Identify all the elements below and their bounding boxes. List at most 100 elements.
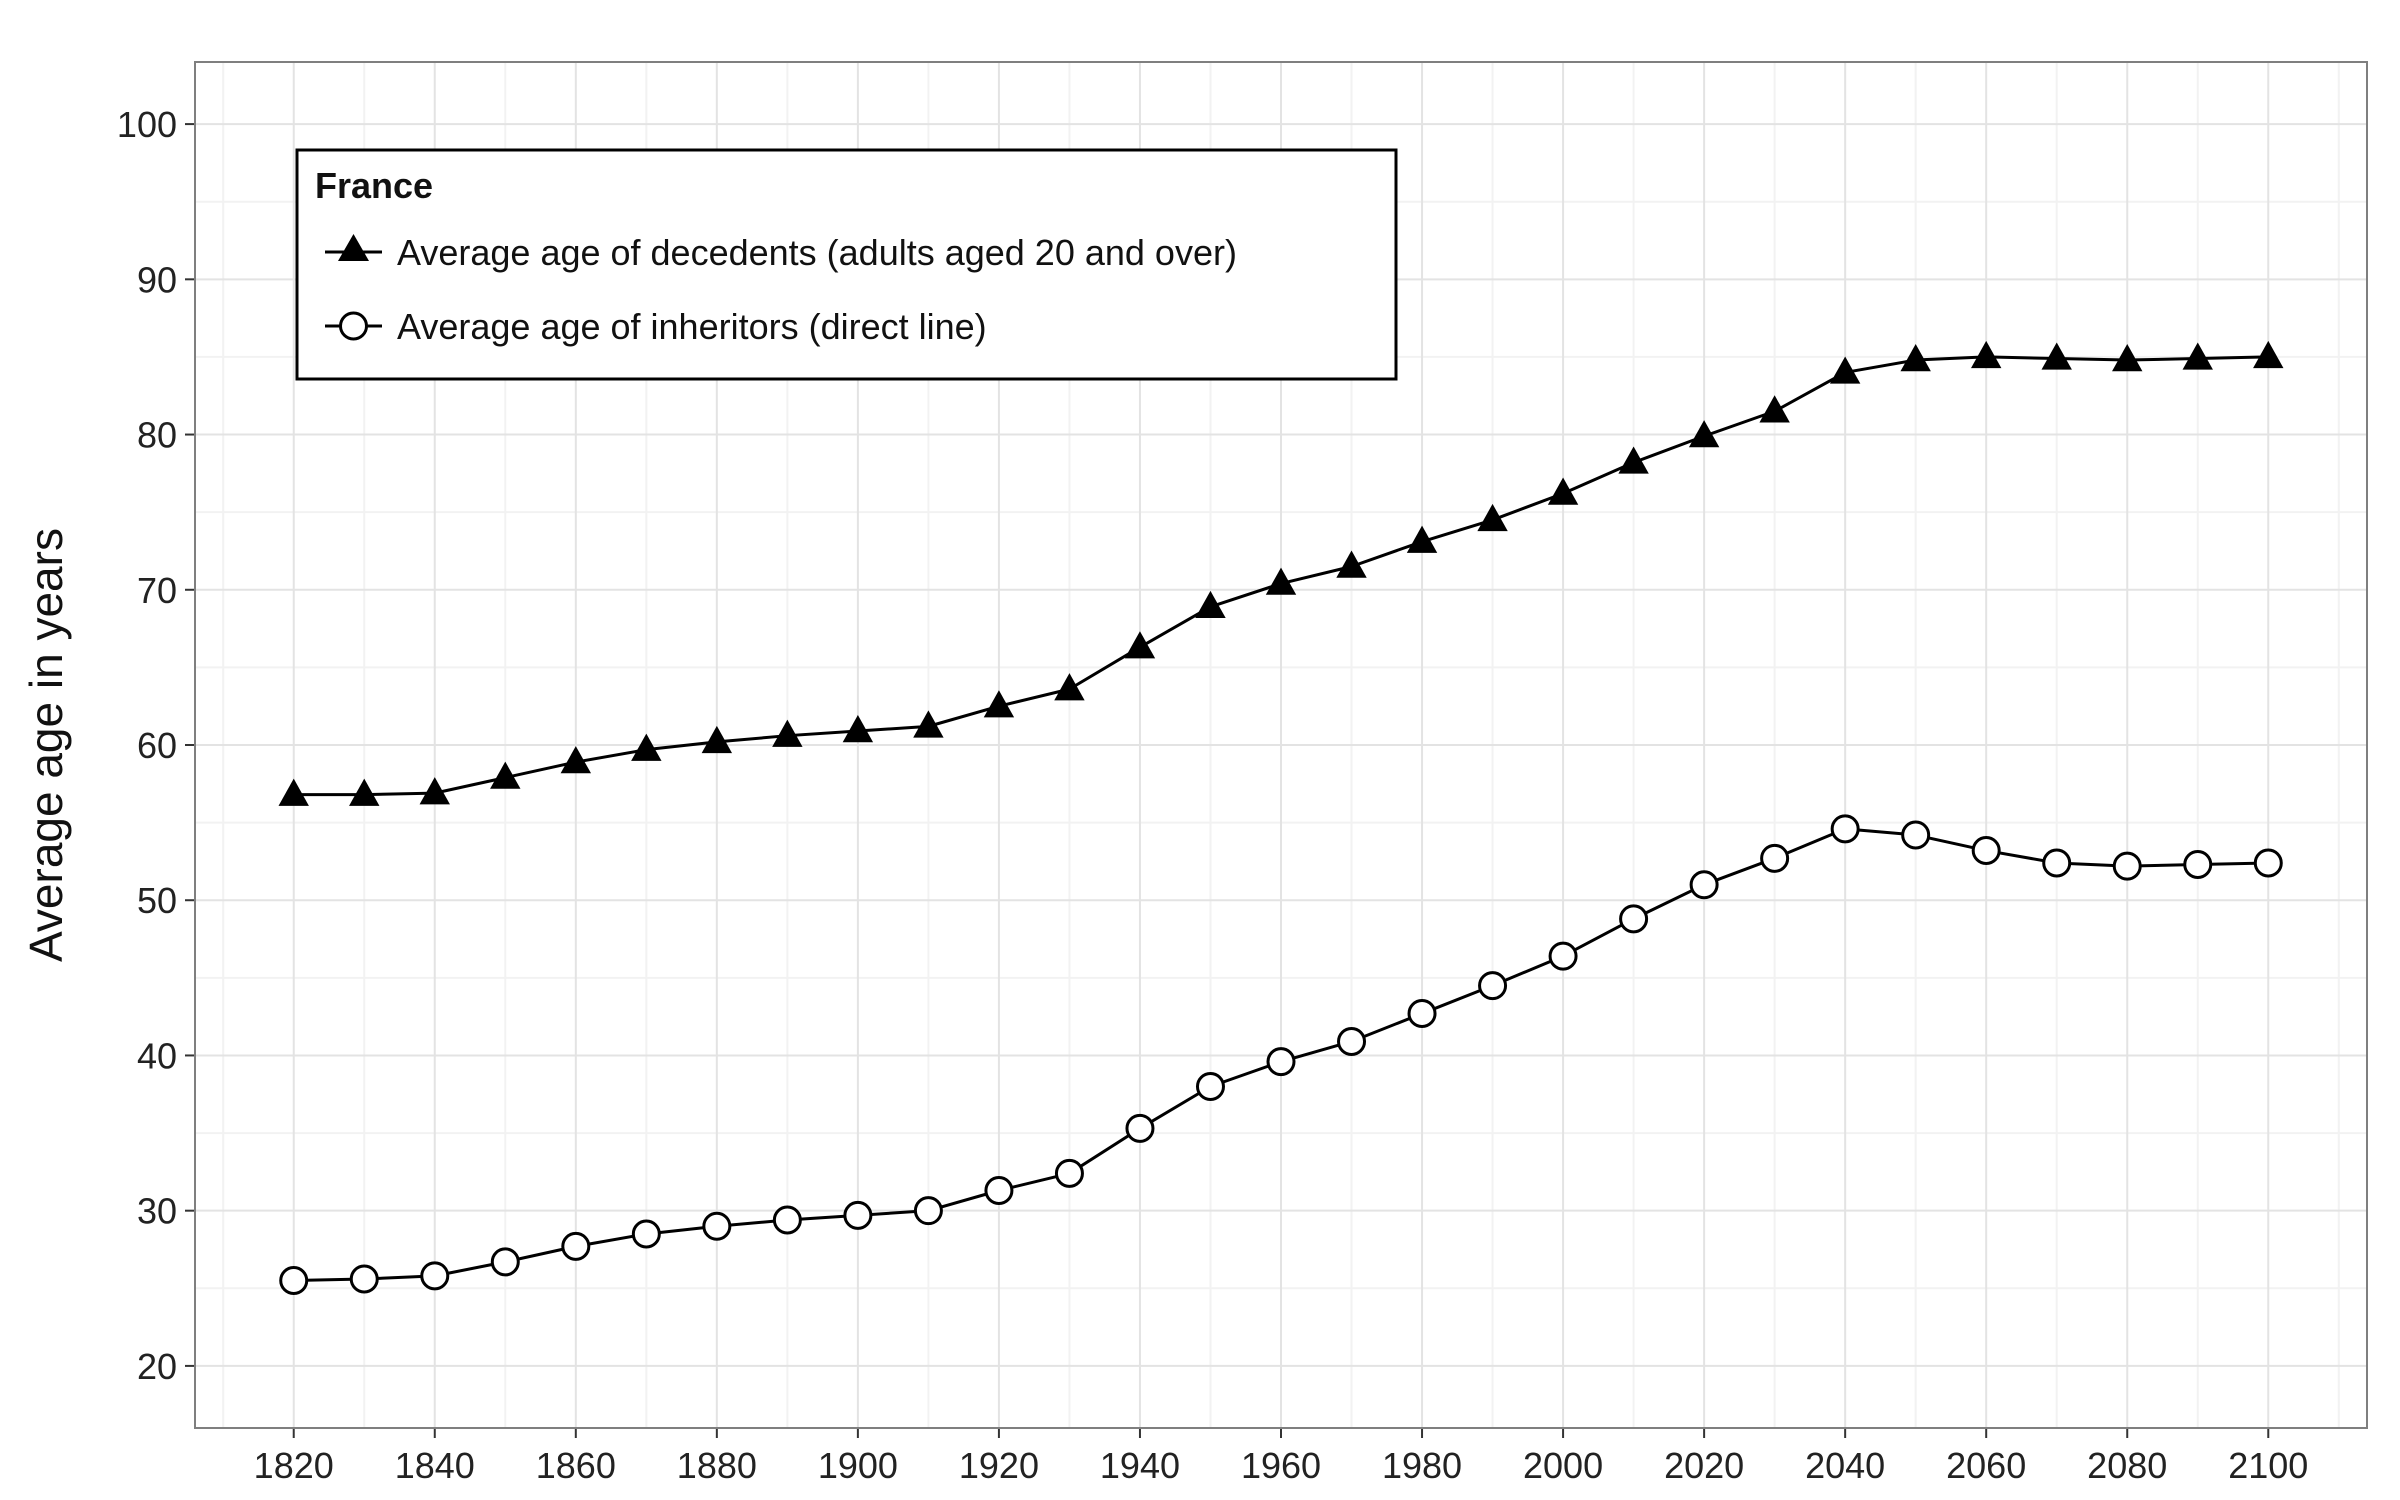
y-tick-label: 40: [137, 1035, 177, 1076]
data-point-circle: [1054, 1158, 1084, 1188]
circle-marker-icon: [339, 311, 368, 341]
data-point-circle: [2042, 848, 2072, 878]
data-point-triangle: [1124, 631, 1156, 659]
x-tick-label: 1860: [536, 1445, 616, 1486]
triangle-marker-icon: [338, 234, 369, 261]
data-point-circle: [1901, 820, 1931, 850]
legend-item-decedents: Average age of decedents (adults aged 20…: [325, 232, 1237, 273]
data-point-circle: [1760, 843, 1790, 873]
y-tick-label: 70: [137, 570, 177, 611]
data-point-circle: [1266, 1047, 1296, 1077]
data-point-triangle: [913, 710, 944, 738]
data-point-triangle: [701, 725, 733, 754]
data-point-triangle: [349, 778, 380, 806]
data-point-triangle: [2253, 340, 2284, 369]
series-0: [278, 340, 2284, 806]
data-point-triangle: [1688, 420, 1720, 448]
x-tick-label: 2060: [1946, 1445, 2026, 1486]
data-point-triangle: [490, 761, 521, 789]
legend: France Average age of decedents (adults …: [295, 148, 1398, 381]
y-axis-title: Average age in years: [20, 528, 72, 962]
data-point-circle: [1195, 1072, 1225, 1101]
y-tick-label: 30: [137, 1191, 177, 1232]
data-point-circle: [702, 1211, 732, 1241]
data-point-circle: [420, 1261, 450, 1291]
legend-label-inheritors: Average age of inheritors (direct line): [397, 306, 987, 347]
x-axis-tick-labels: 1820 1840 1860 1880 1900 1920 1940 1960 1980 2000…: [254, 1445, 2309, 1486]
data-point-circle: [772, 1205, 802, 1235]
plot-border: [194, 61, 2368, 1429]
data-point-circle: [1125, 1113, 1155, 1143]
data-point-circle: [2112, 851, 2142, 881]
data-point-circle: [1407, 999, 1437, 1029]
data-point-triangle: [772, 719, 803, 747]
data-point-triangle: [1477, 503, 1508, 532]
y-tick-label: 80: [137, 415, 177, 456]
data-point-circle: [1971, 836, 2001, 866]
x-tick-label: 1820: [254, 1445, 334, 1486]
data-point-triangle: [1829, 356, 1861, 384]
data-point-circle: [913, 1196, 943, 1226]
data-point-circle: [2253, 848, 2283, 878]
data-point-triangle: [278, 778, 309, 806]
data-point-triangle: [419, 777, 450, 805]
data-point-triangle: [1054, 673, 1085, 701]
data-point-triangle: [842, 715, 874, 743]
data-point-circle: [2183, 850, 2213, 880]
y-tick-label: 50: [137, 880, 177, 921]
y-tick-label: 100: [117, 104, 177, 145]
series-layer: [278, 340, 2284, 1296]
x-tick-label: 2020: [1664, 1445, 1744, 1486]
x-tick-label: 1940: [1100, 1445, 1180, 1486]
x-tick-label: 2100: [2228, 1445, 2308, 1486]
legend-item-inheritors: Average age of inheritors (direct line): [325, 306, 987, 347]
x-tick-label: 1960: [1241, 1445, 1321, 1486]
data-point-triangle: [560, 746, 592, 774]
data-point-circle: [1830, 814, 1860, 844]
y-tick-label: 90: [137, 259, 177, 300]
data-point-circle: [984, 1176, 1014, 1206]
data-point-triangle: [1970, 340, 2002, 369]
data-point-circle: [1478, 971, 1508, 1001]
data-point-circle: [1619, 904, 1649, 934]
x-tick-label: 1900: [818, 1445, 898, 1486]
data-point-triangle: [1759, 395, 1790, 423]
data-point-triangle: [1336, 550, 1367, 578]
legend-box: [295, 148, 1398, 381]
data-point-triangle: [2041, 342, 2072, 370]
data-point-triangle: [1265, 567, 1297, 595]
data-point-triangle: [1406, 525, 1438, 553]
data-point-circle: [561, 1231, 591, 1261]
data-point-circle: [490, 1247, 520, 1277]
data-point-circle: [1548, 941, 1578, 971]
data-point-circle: [631, 1219, 661, 1249]
x-tick-label: 1980: [1382, 1445, 1462, 1486]
data-point-triangle: [2182, 342, 2213, 370]
x-tick-label: 2040: [1805, 1445, 1885, 1486]
data-point-circle: [349, 1264, 379, 1294]
data-point-triangle: [1618, 446, 1649, 474]
data-point-circle: [1689, 870, 1719, 900]
data-point-triangle: [1195, 590, 1226, 619]
series-1: [279, 814, 2283, 1296]
x-tick-label: 2080: [2087, 1445, 2167, 1486]
data-point-triangle: [1547, 477, 1579, 505]
y-tick-label: 20: [137, 1346, 177, 1387]
data-point-triangle: [983, 690, 1015, 718]
x-tick-label: 1920: [959, 1445, 1039, 1486]
data-point-triangle: [2112, 344, 2143, 372]
axis-ticks: [185, 123, 2270, 1438]
x-tick-label: 2000: [1523, 1445, 1603, 1486]
legend-label-decedents: Average age of decedents (adults aged 20…: [397, 232, 1237, 273]
data-point-triangle: [631, 733, 662, 761]
y-axis-tick-labels: 20 30 40 50 60 70 80 90 100: [117, 104, 177, 1387]
data-point-circle: [843, 1200, 873, 1230]
x-tick-label: 1840: [395, 1445, 475, 1486]
x-tick-label: 1880: [677, 1445, 757, 1486]
data-point-circle: [1337, 1026, 1367, 1056]
y-tick-label: 60: [137, 725, 177, 766]
data-point-triangle: [1900, 344, 1931, 372]
data-point-circle: [279, 1266, 309, 1296]
